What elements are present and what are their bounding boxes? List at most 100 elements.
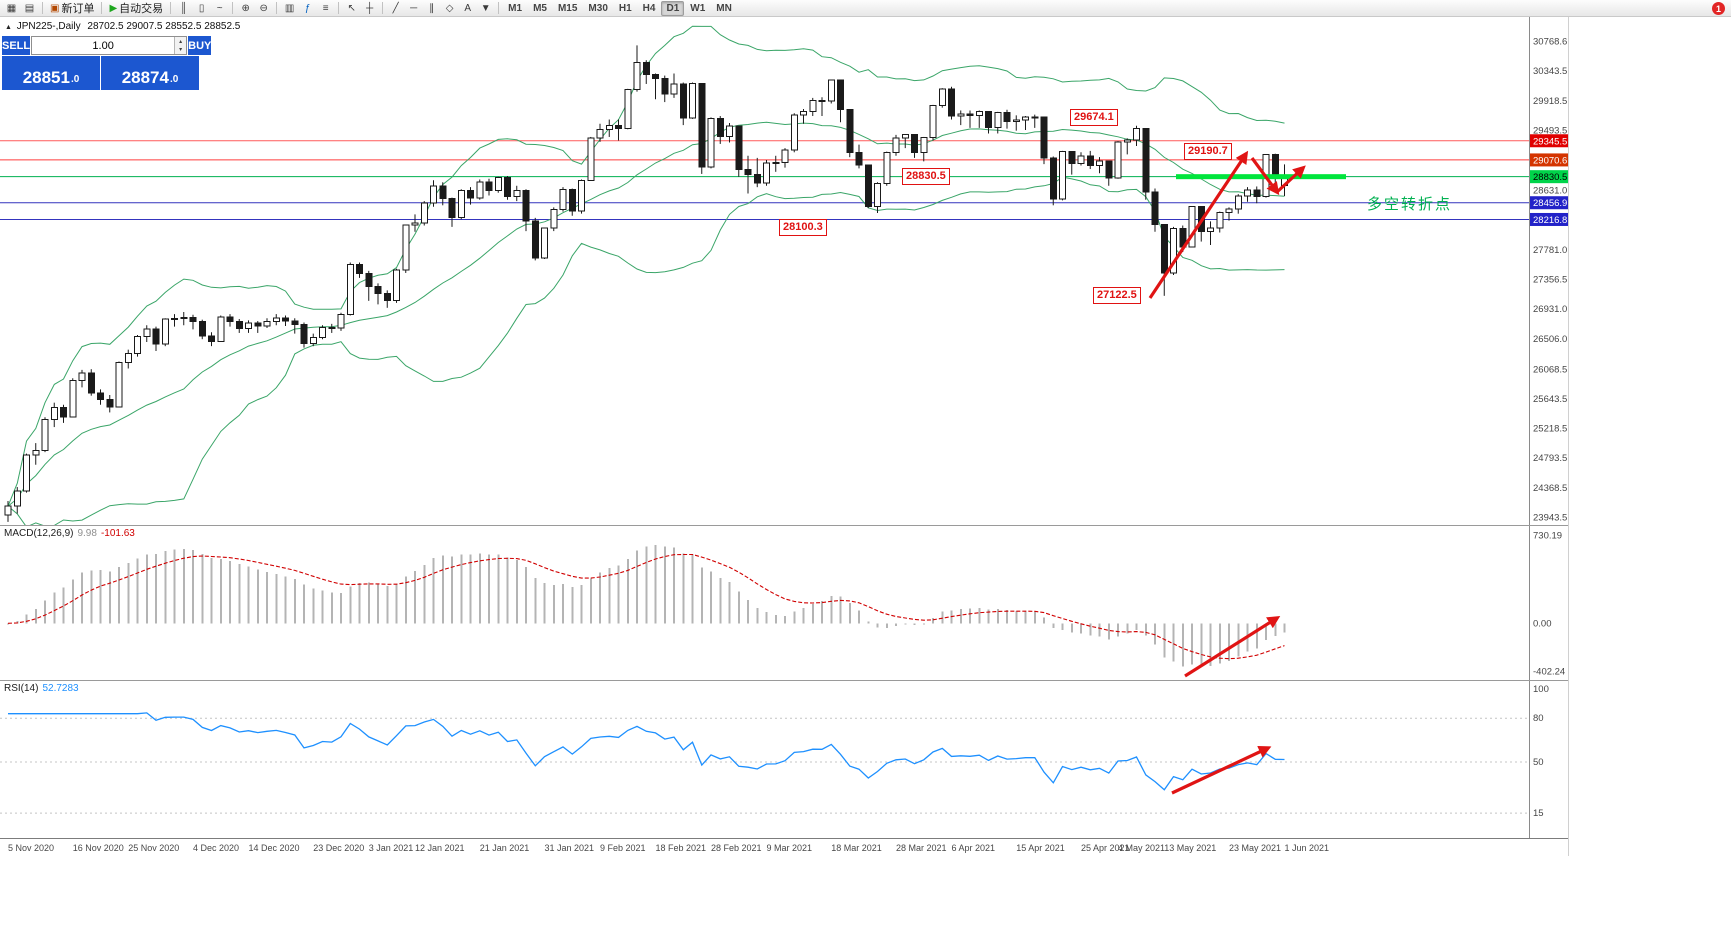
arrow-object-button[interactable]: ▼ (477, 1, 494, 16)
rsi-indicator-panel: 100 80 50 15 RSI(14) 52.7283 (0, 680, 1568, 838)
chart-title: ▲ JPN225-,Daily 28702.5 29007.5 28552.5 … (5, 21, 240, 32)
svg-text:24368.5: 24368.5 (1533, 483, 1567, 494)
zoom-out-button[interactable]: ⊖ (255, 1, 272, 16)
time-label: 18 Feb 2021 (655, 843, 707, 853)
time-label: 1 Jun 2021 (1284, 843, 1330, 853)
toolbar-separator (338, 2, 340, 14)
autotrading-label: 自动交易 (119, 3, 164, 15)
svg-text:50: 50 (1533, 757, 1544, 768)
timeframe-w1-button[interactable]: W1 (690, 2, 706, 14)
timeframe-d1-button[interactable]: D1 (661, 0, 685, 16)
main-toolbar: ▦ ▤ ▣ 新订单 ▶ 自动交易 ║ ▯ ~ ⊕ ⊖ ▥ ƒ ≡ ↖ ┼ ╱ ─ ∥ ◇ A ▼ M1 M5 M15 M30 H1 H… (0, 0, 1731, 17)
line-chart-button[interactable]: ~ (211, 1, 228, 16)
price-label-box[interactable]: 28830.5 (902, 167, 950, 185)
sell-price-fraction: .0 (70, 74, 80, 85)
templates-button[interactable]: ≡ (317, 1, 334, 16)
timeframe-m1-button[interactable]: M1 (508, 2, 523, 14)
candle-chart-button[interactable]: ▯ (193, 1, 210, 16)
svg-text:15: 15 (1533, 808, 1544, 819)
chart-window: 30768.630343.529918.529493.529068.528631… (0, 17, 1731, 942)
trendline-icon: ╱ (392, 2, 399, 14)
price-chart-canvas[interactable]: 30768.630343.529918.529493.529068.528631… (0, 17, 1568, 525)
time-label: 9 Mar 2021 (766, 843, 813, 853)
sell-price-value: 28851 (22, 68, 70, 87)
price-label-box[interactable]: 29190.7 (1184, 142, 1232, 160)
indicators-button[interactable]: ƒ (299, 1, 316, 16)
buy-price-fraction: .0 (169, 74, 179, 85)
macd-signal-value: -101.63 (100, 528, 135, 539)
buy-button[interactable]: BUY (188, 36, 212, 55)
time-label: 4 Dec 2020 (193, 843, 240, 853)
alert-icon[interactable]: 1 (1712, 2, 1725, 15)
volume-up-button[interactable]: ▴ (175, 37, 187, 46)
ohlc-values: 28702.5 29007.5 28552.5 28852.5 (87, 21, 241, 32)
time-label: 21 Jan 2021 (479, 843, 530, 853)
time-axis[interactable]: 5 Nov 2020 16 Nov 2020 25 Nov 2020 4 Dec 20… (0, 838, 1568, 856)
pivot-point-annotation[interactable]: 多空转折点 (1367, 196, 1453, 213)
equidistant-channel-button[interactable]: ∥ (423, 1, 440, 16)
price-label-box[interactable]: 28100.3 (779, 218, 827, 236)
line-chart-icon: ~ (216, 2, 223, 14)
zoom-in-button[interactable]: ⊕ (237, 1, 254, 16)
fibonacci-button[interactable]: ◇ (441, 1, 458, 16)
volume-input[interactable] (32, 37, 175, 54)
price-label-box[interactable]: 27122.5 (1093, 286, 1141, 304)
candle-chart-icon: ▯ (198, 2, 205, 14)
svg-text:29493.5: 29493.5 (1533, 125, 1567, 136)
buy-price-button[interactable]: 28874.0 (101, 56, 199, 90)
price-badge (1530, 153, 1568, 167)
axis-right-edge (1568, 17, 1569, 856)
bar-chart-button[interactable]: ║ (175, 1, 192, 16)
timeframe-m30-button[interactable]: M30 (588, 2, 608, 14)
svg-text:28830.5: 28830.5 (1533, 172, 1567, 183)
time-label: 13 May 2021 (1164, 843, 1217, 853)
timeframe-h4-button[interactable]: H4 (642, 2, 656, 14)
timeframe-m5-button[interactable]: M5 (533, 2, 547, 14)
chart-profiles-button[interactable]: ▤ (21, 1, 38, 16)
tile-windows-button[interactable]: ▥ (281, 1, 298, 16)
trend-arrow (1250, 157, 1280, 196)
volume-down-button[interactable]: ▾ (175, 45, 187, 54)
price-badge (1530, 134, 1568, 148)
timeframe-h1-button[interactable]: H1 (618, 2, 632, 14)
price-chart-panel: 30768.630343.529918.529493.529068.528631… (0, 17, 1568, 525)
one-click-trading-panel: SELL ▴ ▾ BUY 28851.0 28874.0 (2, 36, 212, 90)
new-order-button[interactable]: ▣ 新订单 (47, 1, 97, 16)
buy-price-value: 28874 (121, 68, 169, 87)
svg-text:25643.5: 25643.5 (1533, 394, 1567, 405)
svg-text:-402.24: -402.24 (1533, 667, 1565, 678)
macd-indicator-panel: 730.19 0.00 -402.24 MACD(12,26,9) 9.98 -101.… (0, 525, 1568, 680)
rsi-canvas[interactable]: 100 80 50 15 (0, 681, 1568, 838)
svg-text:0.00: 0.00 (1533, 618, 1552, 629)
time-label: 6 Apr 2021 (951, 843, 996, 853)
svg-text:30343.5: 30343.5 (1533, 66, 1567, 77)
sell-price-button[interactable]: 28851.0 (2, 56, 100, 90)
crosshair-icon: ┼ (366, 2, 374, 14)
timeframe-m15-button[interactable]: M15 (557, 2, 578, 14)
price-label-box[interactable]: 29674.1 (1070, 108, 1118, 126)
rsi-value: 52.7283 (42, 683, 79, 694)
time-label: 9 Feb 2021 (600, 843, 646, 853)
new-chart-button[interactable]: ▦ (3, 1, 20, 16)
time-label: 18 Mar 2021 (831, 843, 882, 853)
svg-text:25218.5: 25218.5 (1533, 424, 1567, 435)
text-label-button[interactable]: A (459, 1, 476, 16)
crosshair-button[interactable]: ┼ (361, 1, 378, 16)
zoom-in-icon: ⊕ (241, 2, 250, 14)
autotrading-button[interactable]: ▶ 自动交易 (106, 1, 166, 16)
svg-text:26068.5: 26068.5 (1533, 364, 1567, 375)
time-label: 28 Mar 2021 (896, 843, 947, 853)
cursor-button[interactable]: ↖ (343, 1, 360, 16)
macd-canvas[interactable]: 730.19 0.00 -402.24 (0, 526, 1568, 680)
time-label: 16 Nov 2020 (72, 843, 124, 853)
horizontal-line-button[interactable]: ─ (405, 1, 422, 16)
sell-button[interactable]: SELL (2, 36, 31, 55)
trend-arrow (1148, 150, 1249, 299)
collapse-icon[interactable]: ▲ (5, 24, 12, 31)
indicators-icon: ƒ (304, 2, 311, 14)
timeframe-mn-button[interactable]: MN (716, 2, 732, 14)
svg-text:29070.6: 29070.6 (1533, 155, 1567, 166)
svg-text:27781.0: 27781.0 (1533, 245, 1567, 256)
trendline-button[interactable]: ╱ (387, 1, 404, 16)
support-zone-line (1176, 174, 1346, 180)
